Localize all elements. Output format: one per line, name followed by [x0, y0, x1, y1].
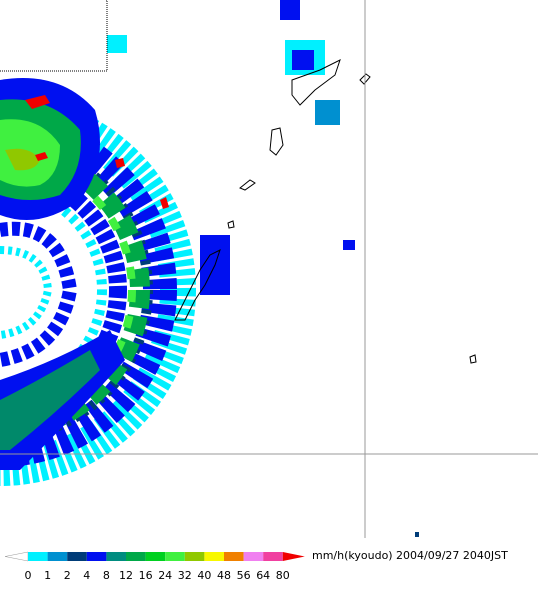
- legend-tick-label: 4: [83, 569, 90, 582]
- coastlines: [174, 59, 477, 364]
- legend-swatch: [243, 552, 264, 561]
- legend-tick-label: 1: [44, 569, 51, 582]
- legend-tick-label: 16: [139, 569, 153, 582]
- legend-swatch: [106, 552, 126, 561]
- legend-swatch: [165, 552, 185, 561]
- radar-echoes: [0, 0, 419, 537]
- legend-swatch: [145, 552, 166, 561]
- unit-label: mm/h(kyoudo): [312, 549, 393, 562]
- color-legend: mm/h(kyoudo) 2004/09/27 2040JST 0 1 2 4 8 12 1…: [4, 549, 508, 582]
- legend-swatch: [67, 552, 87, 561]
- legend-swatch: [126, 552, 146, 561]
- legend-tick-label: 0: [25, 569, 32, 582]
- legend-tick-label: 80: [276, 569, 290, 582]
- legend-swatch: [204, 552, 224, 561]
- over-triangle: [282, 552, 305, 561]
- legend-swatch: [47, 552, 68, 561]
- under-triangle: [4, 551, 29, 562]
- legend-tick-label: 48: [217, 569, 231, 582]
- legend-tick-label: 56: [237, 569, 251, 582]
- legend-tick-label: 12: [119, 569, 133, 582]
- legend-tick-label: 24: [158, 569, 172, 582]
- legend-swatch: [86, 552, 107, 561]
- legend-tick-label: 64: [256, 569, 270, 582]
- legend-tick-label: 8: [103, 569, 110, 582]
- legend-tick-label: 2: [64, 569, 71, 582]
- legend-tick-label: 40: [197, 569, 211, 582]
- legend-tick-label: 32: [178, 569, 192, 582]
- legend-swatch: [184, 552, 205, 561]
- legend-swatch: [263, 552, 283, 561]
- legend-swatch: [224, 552, 244, 561]
- legend-swatch: [28, 552, 48, 561]
- timestamp: 2004/09/27 2040JST: [396, 549, 508, 562]
